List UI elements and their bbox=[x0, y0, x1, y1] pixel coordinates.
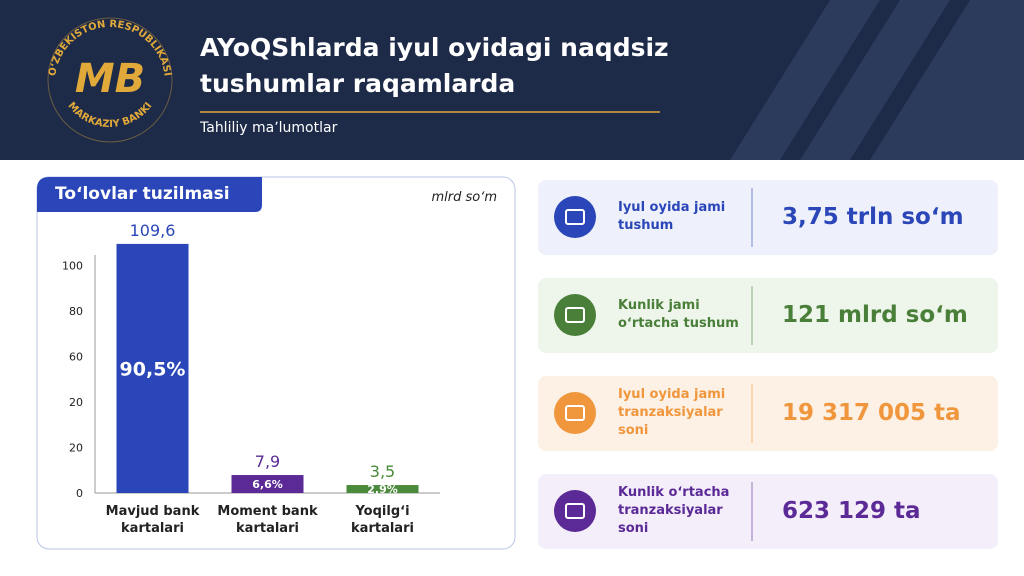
card-label: Kunlik jami oʻrtacha tushum bbox=[618, 298, 739, 331]
watermark bbox=[730, 0, 1024, 160]
card bbox=[538, 180, 998, 255]
x-tick-label: Mavjud bank kartalari bbox=[105, 504, 200, 536]
y-tick-label: 100 bbox=[62, 260, 83, 273]
bar bbox=[231, 475, 304, 493]
card-label: Kunlik oʻrtacha tranzaksiyalar soni bbox=[618, 485, 730, 536]
icon-glyph bbox=[565, 503, 585, 519]
panel-title: Toʻlovlar tuzilmasi bbox=[55, 184, 230, 204]
share-label: 2,9% bbox=[367, 483, 398, 496]
card-value: 19 317 005 ta bbox=[782, 400, 961, 426]
card-icon bbox=[554, 196, 596, 238]
card-label: Iyul oyida jami tushum bbox=[618, 200, 726, 233]
share-label: 90,5% bbox=[120, 358, 186, 380]
x-tick-label: Yoqilgʻi kartalari bbox=[351, 504, 414, 536]
unit: mlrd soʻm bbox=[431, 190, 497, 205]
card-icon bbox=[554, 392, 596, 434]
icon-glyph bbox=[565, 209, 585, 225]
card-label: Iyul oyida jami tranzaksiyalar soni bbox=[618, 387, 726, 438]
bar bbox=[346, 485, 419, 493]
value-label: 109,6 bbox=[130, 221, 176, 240]
card-icon bbox=[554, 490, 596, 532]
value-label: 3,5 bbox=[370, 462, 395, 481]
icon-glyph bbox=[565, 405, 585, 421]
value-label: 7,9 bbox=[255, 452, 280, 471]
card-value: 3,75 trln soʻm bbox=[782, 204, 964, 230]
y-tick-label: 80 bbox=[69, 305, 83, 318]
card bbox=[538, 376, 998, 451]
logo-ring bbox=[47, 17, 173, 143]
bar bbox=[116, 243, 189, 493]
card bbox=[538, 278, 998, 353]
cards bbox=[538, 180, 998, 549]
title: AYoQShlarda iyul oyidagi naqdsiz tushuml… bbox=[200, 33, 669, 98]
card-icon bbox=[554, 294, 596, 336]
card-value: 121 mlrd soʻm bbox=[782, 302, 968, 328]
subtitle: Tahliliy maʼlumotlar bbox=[200, 120, 338, 136]
y-tick-label: 20 bbox=[69, 396, 83, 409]
y-tick-label: 60 bbox=[69, 351, 83, 364]
card bbox=[538, 474, 998, 549]
logo-mark: MB bbox=[75, 56, 145, 102]
panel-tab bbox=[37, 177, 262, 212]
share-label: 6,6% bbox=[252, 478, 283, 491]
y-tick-label: 20 bbox=[69, 442, 83, 455]
y-tick-label: 0 bbox=[76, 487, 83, 500]
x-tick-label: Moment bank kartalari bbox=[217, 504, 318, 536]
card-value: 623 129 ta bbox=[782, 498, 921, 524]
icon-glyph bbox=[565, 307, 585, 323]
